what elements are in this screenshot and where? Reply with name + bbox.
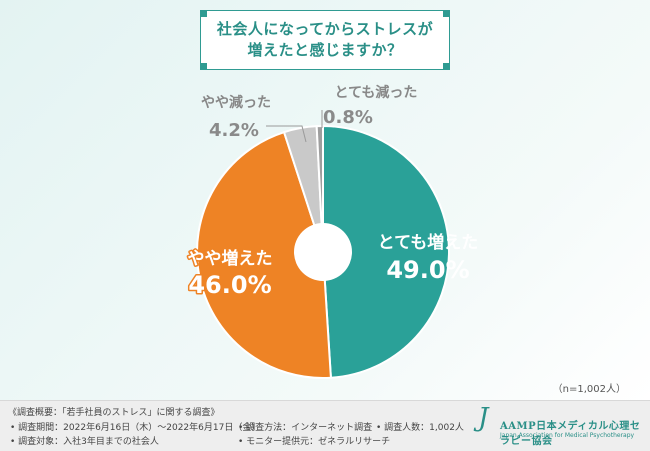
corner-mark bbox=[200, 10, 207, 17]
logo-mark: J bbox=[478, 403, 489, 433]
sample-size-note: （n=1,002人） bbox=[552, 384, 626, 395]
slice-very-increased bbox=[322, 124, 450, 379]
chart-title-line-1: 社会人になってからストレスが bbox=[216, 20, 434, 38]
slice-label-very-increased: とても増えた bbox=[378, 232, 479, 253]
corner-mark bbox=[443, 10, 450, 17]
chart-title-box: 社会人になってからストレスが 増えたと感じますか？ bbox=[200, 10, 450, 70]
slice-somewhat-increased bbox=[196, 130, 332, 379]
pie-slices bbox=[196, 124, 450, 379]
corner-mark bbox=[200, 63, 207, 70]
corner-mark bbox=[443, 63, 450, 70]
donut-hole bbox=[294, 223, 352, 281]
survey-period: • 調査期間：2022年6月16日（木）～2022年6月17日（金） bbox=[10, 423, 261, 433]
survey-method: • 調査方法：インターネット調査 bbox=[238, 423, 373, 433]
survey-provider: • モニター提供元：ゼネラルリサーチ bbox=[238, 437, 391, 447]
jaamp-logo: J AAMP日本メディカル心理セラピー協会 Japan Association … bbox=[478, 403, 646, 447]
slice-label-very-decreased: とても減った bbox=[335, 84, 418, 101]
survey-footer: 《調査概要：「若手社員のストレス」に関する調査》 • 調査期間：2022年6月1… bbox=[0, 400, 650, 451]
survey-heading: 《調査概要：「若手社員のストレス」に関する調査》 bbox=[8, 408, 220, 418]
slice-value-very-decreased: 0.8% bbox=[323, 107, 373, 128]
slice-value-somewhat-decreased: 4.2% bbox=[209, 120, 259, 141]
slice-value-somewhat-increased: 46.0% bbox=[188, 271, 271, 299]
chart-title-line-2: 増えたと感じますか？ bbox=[247, 41, 403, 59]
survey-count: • 調査人数：1,002人 bbox=[376, 423, 464, 433]
survey-target: • 調査対象：入社3年目までの社会人 bbox=[10, 437, 159, 447]
logo-subtitle: Japan Association for Medical Psychother… bbox=[500, 432, 635, 439]
slice-very-decreased bbox=[315, 124, 324, 253]
logo-name: AAMP日本メディカル心理セラピー協会 bbox=[500, 421, 641, 447]
slice-value-very-increased: 49.0% bbox=[386, 256, 469, 284]
slice-label-somewhat-increased: やや増えた bbox=[188, 248, 273, 269]
slice-label-somewhat-decreased: やや減った bbox=[201, 94, 271, 111]
leader-line-somewhat-decreased bbox=[266, 125, 307, 143]
